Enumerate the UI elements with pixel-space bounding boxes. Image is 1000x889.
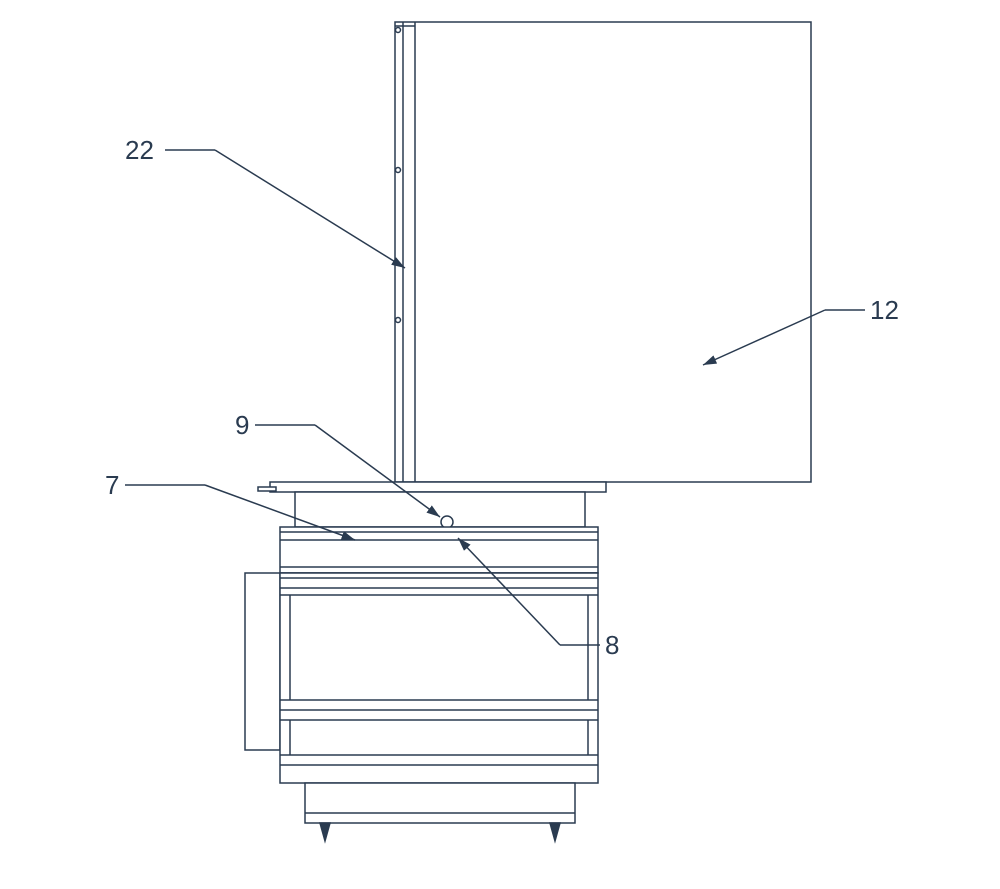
callout-label-12: 12 xyxy=(870,295,899,326)
callout-label-9: 9 xyxy=(235,410,249,441)
callout-label-22: 22 xyxy=(125,135,154,166)
technical-diagram: 22 12 9 7 8 xyxy=(0,0,1000,884)
callout-label-7: 7 xyxy=(105,470,119,501)
diagram-svg xyxy=(0,0,1000,884)
callout-label-8: 8 xyxy=(605,630,619,661)
